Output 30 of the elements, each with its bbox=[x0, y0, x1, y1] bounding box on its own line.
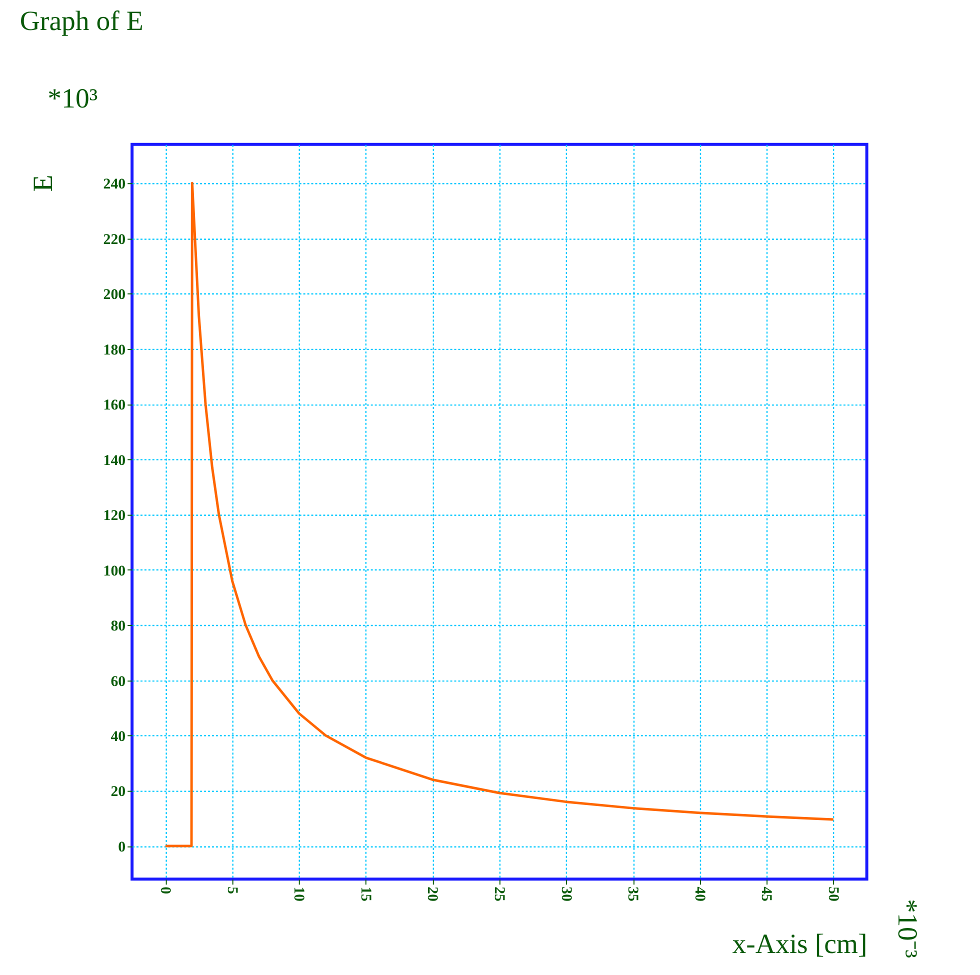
y-tick-label: 160 bbox=[103, 398, 126, 414]
text: *10³ bbox=[48, 84, 98, 115]
y-tick-label: 0 bbox=[118, 839, 126, 856]
x-tick-label: 0 bbox=[156, 886, 173, 894]
y-tick-label: 200 bbox=[103, 287, 126, 304]
text: *10⁻³ bbox=[892, 899, 923, 958]
x-tick-label: 40 bbox=[691, 886, 708, 902]
chart-title: Graph of E bbox=[20, 6, 144, 38]
x-tick-label: 35 bbox=[624, 886, 641, 902]
x-tick-label: 30 bbox=[558, 886, 574, 902]
y-tick-label: 140 bbox=[103, 452, 126, 469]
x-tick-label: 15 bbox=[357, 886, 374, 902]
x-tick-label: 10 bbox=[290, 886, 307, 902]
x-tick-label: 45 bbox=[758, 886, 774, 902]
x-tick-label: 25 bbox=[490, 886, 507, 902]
y-tick-label: 220 bbox=[103, 232, 126, 248]
y-tick-label: 180 bbox=[103, 342, 126, 358]
x-tick-label: 50 bbox=[824, 886, 841, 902]
x-axis-title: x-Axis [cm] bbox=[732, 929, 868, 960]
y-tick-label: 20 bbox=[110, 784, 126, 800]
y-tick-label: 60 bbox=[110, 674, 126, 690]
y-axis-title: E bbox=[28, 174, 60, 192]
y-tick-label: 100 bbox=[103, 563, 126, 580]
y-tick-label: 40 bbox=[110, 729, 126, 745]
y-tick-label: 80 bbox=[110, 618, 126, 635]
line-series bbox=[164, 182, 835, 848]
y-tick-label: 240 bbox=[103, 176, 126, 193]
y-tick-label: 120 bbox=[103, 508, 126, 524]
x-tick-label: 20 bbox=[424, 886, 440, 902]
x-tick-label: 5 bbox=[224, 886, 240, 894]
